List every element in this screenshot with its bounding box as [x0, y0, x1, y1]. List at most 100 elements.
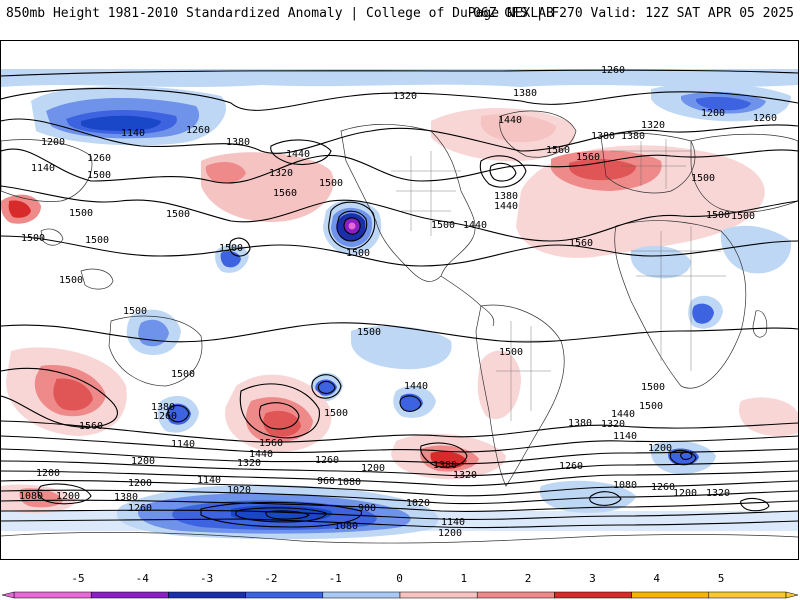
- colorbar-canvas: -5 -4 -3 -2 -1 0 1 2 3 4 5: [1, 572, 799, 599]
- contour-label: 1380: [226, 137, 250, 148]
- contour-label: 1320: [706, 488, 730, 499]
- contour-label: 1500: [731, 211, 755, 222]
- colorbar-segment: [476, 591, 555, 599]
- colorbar-segment: [631, 591, 710, 599]
- contour-label: 1380: [568, 418, 592, 429]
- contour-label: 1320: [641, 120, 665, 131]
- contour-label: 1200: [36, 468, 60, 479]
- contour-label: 1440: [611, 409, 635, 420]
- contour-label: 1500: [324, 408, 348, 419]
- colorbar-segment: [13, 591, 92, 599]
- contour-label: 1500: [87, 170, 111, 181]
- colorbar-tick-label: -4: [136, 572, 150, 585]
- contour-label: 1500: [171, 369, 195, 380]
- contour-label: 900: [358, 503, 376, 514]
- colorbar-tick-label: -5: [71, 572, 84, 585]
- contour-label: 1440: [498, 115, 522, 126]
- contour-label: 1500: [59, 275, 83, 286]
- contour-label: 1320: [393, 91, 417, 102]
- contour-label: 1500: [319, 178, 343, 189]
- anomaly-colorbar: -5 -4 -3 -2 -1 0 1 2 3 4 5: [0, 568, 800, 600]
- colorbar-segment: [399, 591, 478, 599]
- contour-label: 1500: [499, 347, 523, 358]
- contour-label: 1380: [591, 131, 615, 142]
- colorbar-tick-label: -2: [264, 572, 277, 585]
- contour-label: 1080: [613, 480, 637, 491]
- contour-label: 1140: [441, 517, 465, 528]
- colorbar-tick-label: 0: [396, 572, 403, 585]
- contour-label: 1260: [153, 411, 177, 422]
- colorbar-tick-label: 4: [653, 572, 660, 585]
- contour-label: 1500: [85, 235, 109, 246]
- model-run-info: 06Z GFS | F270 Valid: 12Z SAT APR 05 202…: [473, 6, 794, 21]
- contour-label: 1380: [151, 402, 175, 413]
- contour-label: 1440: [404, 381, 428, 392]
- contour-label: 1200: [673, 488, 697, 499]
- contour-label: 1380: [621, 131, 645, 142]
- map-canvas: 1260 1320 1380 1440 1380 1320 1200 1260 …: [1, 41, 798, 559]
- map-title: 850mb Height 1981-2010 Standardized Anom…: [6, 6, 554, 21]
- contour-label: 1380: [494, 191, 518, 202]
- contour-label: 1500: [357, 327, 381, 338]
- contour-label: 1260: [315, 455, 339, 466]
- contour-label: 1200: [56, 491, 80, 502]
- contour-label: 1140: [613, 431, 637, 442]
- contour-label: 1200: [128, 478, 152, 489]
- map-header: 850mb Height 1981-2010 Standardized Anom…: [0, 0, 800, 40]
- colorbar-tick-label: 2: [525, 572, 532, 585]
- colorbar-segment: [245, 591, 324, 599]
- contour-label: 1500: [706, 210, 730, 221]
- colorbar-tick-label: 1: [460, 572, 467, 585]
- contour-label: 1560: [259, 438, 283, 449]
- contour-label: 1200: [648, 443, 672, 454]
- contour-label: 1500: [219, 243, 243, 254]
- colorbar-segment: [90, 591, 169, 599]
- contour-label: 1560: [79, 421, 103, 432]
- contour-label: 1560: [576, 152, 600, 163]
- contour-label: 1140: [197, 475, 221, 486]
- contour-label: 1320: [237, 458, 261, 469]
- contour-label: 960: [317, 476, 335, 487]
- contour-label: 1380: [114, 492, 138, 503]
- contour-label: 1320: [269, 168, 293, 179]
- contour-label: 1500: [21, 233, 45, 244]
- contour-label: 1080: [337, 477, 361, 488]
- contour-label: 1380: [433, 460, 457, 471]
- contour-label: 1200: [361, 463, 385, 474]
- contour-label: 1500: [691, 173, 715, 184]
- colorbar-max-arrow: [785, 591, 799, 599]
- colorbar-tick-label: -1: [329, 572, 342, 585]
- contour-label: 1020: [227, 485, 251, 496]
- contour-label: 1500: [346, 248, 370, 259]
- anomaly-map: 1260 1320 1380 1440 1380 1320 1200 1260 …: [0, 40, 799, 560]
- anomaly-shading: [1, 69, 798, 540]
- colorbar-tick-label: -3: [200, 572, 213, 585]
- coastlines: [1, 110, 798, 544]
- contour-label: 1140: [171, 439, 195, 450]
- contour-label: 1260: [87, 153, 111, 164]
- contour-label: 1440: [249, 449, 273, 460]
- contour-label: 1260: [651, 482, 675, 493]
- contour-label: 1500: [166, 209, 190, 220]
- contour-label: 1260: [753, 113, 777, 124]
- contour-label: 1380: [513, 88, 537, 99]
- contour-label: 1140: [121, 128, 145, 139]
- contour-labels: 1260 1320 1380 1440 1380 1320 1200 1260 …: [19, 65, 777, 539]
- contour-label: 1200: [131, 456, 155, 467]
- borders: [391, 139, 726, 421]
- contour-label: 1500: [639, 401, 663, 412]
- contour-label: 1200: [41, 137, 65, 148]
- contour-label: 1200: [701, 108, 725, 119]
- contour-label: 1440: [463, 220, 487, 231]
- contour-label: 1200: [438, 528, 462, 539]
- contour-label: 1500: [69, 208, 93, 219]
- contour-label: 1440: [286, 149, 310, 160]
- contour-label: 1560: [546, 145, 570, 156]
- contour-label: 1560: [273, 188, 297, 199]
- contour-label: 1320: [601, 419, 625, 430]
- contour-label: 1260: [186, 125, 210, 136]
- contour-label: 1140: [31, 163, 55, 174]
- colorbar-tick-label: 5: [718, 572, 725, 585]
- contour-label: 1500: [641, 382, 665, 393]
- colorbar-segment: [322, 591, 401, 599]
